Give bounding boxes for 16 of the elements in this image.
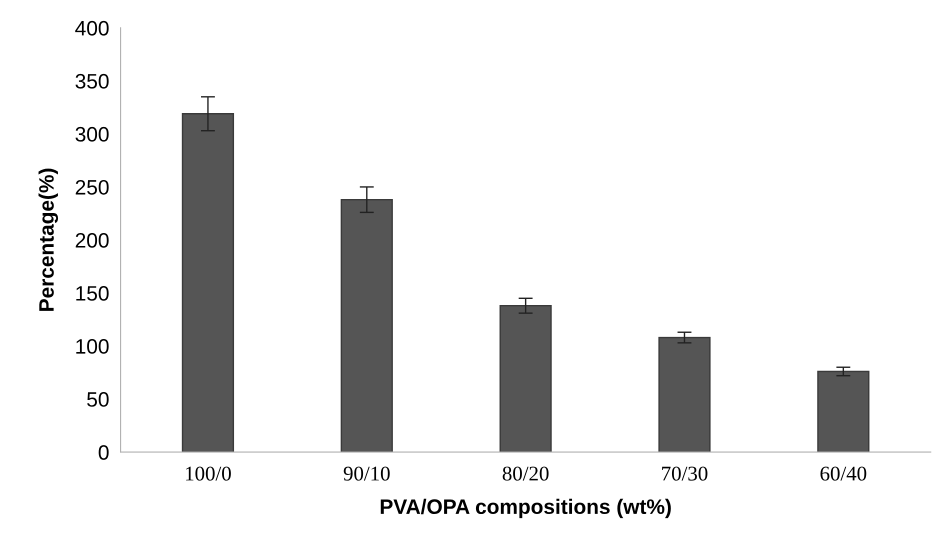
y-tick-label: 300 [76,126,109,142]
y-axis-title: Percentage(%) [38,168,58,311]
y-tick-label: 400 [75,20,109,36]
x-tick-label: 100/0 [186,466,231,481]
x-tick-label: 60/40 [820,466,866,481]
y-tick-label: 50 [87,392,109,407]
x-tick-label: 70/30 [662,466,708,481]
y-tick-label: 150 [76,286,109,301]
y-tick-label: 0 [98,445,109,460]
y-tick-label: 350 [76,74,109,89]
x-axis-title: PVA/OPA compositions (wt%) [380,498,671,518]
y-tick-label: 200 [76,232,109,248]
x-tick-label: 90/10 [344,466,390,481]
y-tick-label: 100 [76,339,109,354]
y-tick-label: 250 [76,180,109,195]
x-tick-label: 80/20 [502,466,549,481]
